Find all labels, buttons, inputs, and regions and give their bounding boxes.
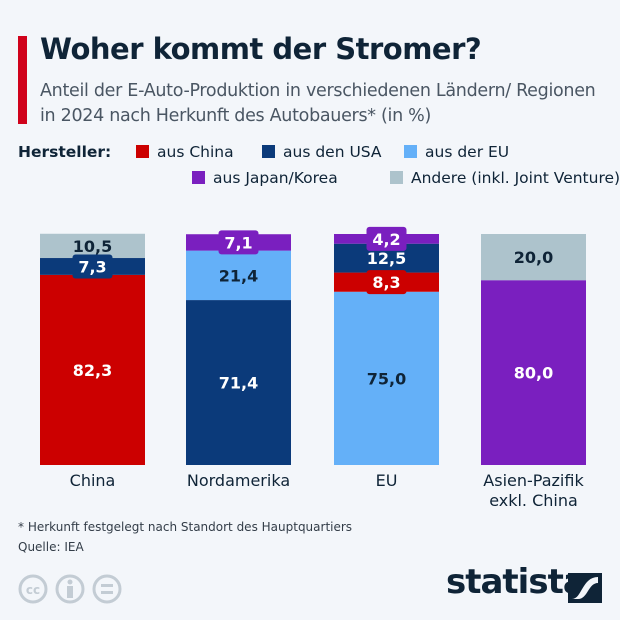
category-label: China xyxy=(70,471,116,490)
legend-swatch xyxy=(136,145,149,158)
stacked-bar-chart: 82,3 7,310,5 China 71,4 21,4 7,1 Nordamerika 75… xyxy=(40,226,586,510)
bar-segment xyxy=(40,274,145,465)
data-label: 80,0 xyxy=(514,364,553,383)
bar-segment xyxy=(40,233,145,259)
bar-segment xyxy=(186,250,291,301)
data-label: 8,3 xyxy=(372,273,400,292)
legend-swatch xyxy=(192,171,205,184)
legend-swatch xyxy=(404,145,417,158)
subtitle: Anteil der E-Auto-Produktion in verschie… xyxy=(40,81,596,126)
label-badge xyxy=(366,270,407,295)
data-label: 4,2 xyxy=(372,230,400,249)
legend-item-china: aus China xyxy=(136,143,234,161)
bar-segment xyxy=(334,291,439,465)
legend-item-eu: aus der EU xyxy=(404,143,509,161)
legend-swatch xyxy=(262,145,275,158)
svg-text:cc: cc xyxy=(26,583,40,597)
bar-segment xyxy=(481,234,586,281)
legend-item-japan-korea: aus Japan/Korea xyxy=(192,169,338,187)
data-label: 71,4 xyxy=(219,374,258,393)
page-title: Woher kommt der Stromer? xyxy=(40,32,482,66)
data-label: 75,0 xyxy=(367,369,406,388)
category-label: EU xyxy=(376,471,398,490)
statista-logo: statista xyxy=(446,562,586,602)
cc-icon xyxy=(18,574,48,604)
legend-swatch xyxy=(390,171,403,184)
data-label: 7,1 xyxy=(224,233,252,252)
data-label: 7,3 xyxy=(78,257,106,276)
label-badge xyxy=(218,230,259,255)
category-label: exkl. China xyxy=(489,491,578,510)
source: Quelle: IEA xyxy=(18,540,84,554)
data-label: 82,3 xyxy=(73,361,112,380)
footer: * Herkunft festgelegt nach Standort des … xyxy=(18,517,352,557)
data-label: 12,5 xyxy=(367,249,406,268)
accent-bar xyxy=(18,36,27,124)
legend-title: Hersteller: xyxy=(18,143,112,161)
footnote: * Herkunft festgelegt nach Standort des … xyxy=(18,520,353,534)
by-icon xyxy=(55,574,85,604)
statista-logo-mark-icon xyxy=(568,573,602,603)
label-badge xyxy=(72,254,113,279)
data-label: 21,4 xyxy=(219,266,258,285)
data-label: 20,0 xyxy=(514,248,553,267)
legend-item-usa: aus den USA xyxy=(262,143,382,161)
data-label: 10,5 xyxy=(73,237,112,256)
nd-icon xyxy=(92,574,122,604)
legend-item-other: Andere (inkl. Joint Venture) xyxy=(390,169,620,187)
creative-commons-icons: cc xyxy=(18,574,122,604)
category-label: Nordamerika xyxy=(187,471,290,490)
bar-segment xyxy=(186,300,291,465)
bar-segment xyxy=(481,280,586,465)
label-badge xyxy=(366,226,407,251)
category-label: Asien-Pazifik xyxy=(483,471,584,490)
